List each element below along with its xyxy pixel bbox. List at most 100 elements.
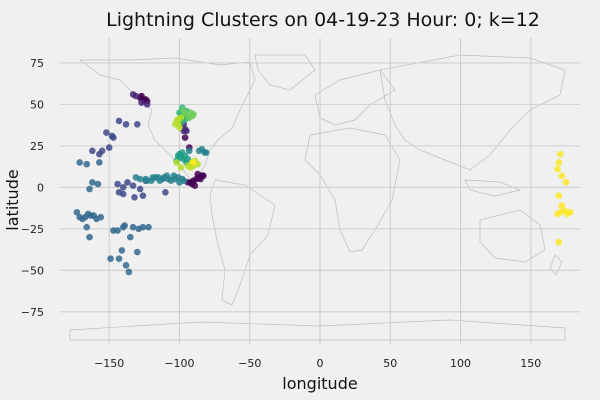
y-axis-label: latitude (3, 169, 22, 230)
scatter-point (139, 223, 147, 231)
scatter-point (181, 134, 189, 141)
scatter-point (132, 92, 140, 100)
scatter-point (174, 152, 182, 160)
scatter-point (143, 177, 151, 185)
basemap-north-america (78, 57, 256, 181)
scatter-point (566, 208, 574, 216)
scatter-point (110, 134, 117, 141)
scatter-point (554, 210, 561, 218)
scatter-point (89, 179, 96, 186)
x-axis-label: longitude (282, 374, 357, 393)
scatter-point (129, 223, 137, 231)
scatter-point (89, 147, 96, 155)
scatter-point (184, 162, 192, 170)
y-tick-label: 25 (30, 140, 44, 153)
scatter-point (83, 160, 91, 168)
scatter-point (145, 223, 152, 231)
scatter-point (555, 192, 563, 199)
scatter-point (86, 233, 93, 241)
scatter-point (133, 120, 141, 128)
scatter-point (105, 144, 113, 151)
scatter-point (76, 213, 83, 221)
x-tick-label: −50 (238, 357, 261, 370)
scatter-point (131, 194, 138, 201)
scatter-point (118, 247, 126, 254)
scatter-point (177, 164, 185, 171)
cluster-series (184, 162, 195, 171)
x-tick-label: 150 (520, 357, 541, 370)
scatter-point (170, 172, 178, 180)
basemap-asia (379, 54, 566, 171)
scatter-point (138, 92, 145, 100)
scatter-point (149, 174, 157, 181)
basemap-europe (314, 69, 396, 126)
scatter-point (96, 159, 103, 166)
scatter-point (177, 114, 185, 121)
scatter-point (115, 255, 123, 263)
scatter-point (162, 189, 169, 196)
basemap-greenland (254, 54, 316, 91)
cluster-series (188, 150, 574, 246)
scatter-point (76, 159, 83, 166)
scatter-point (173, 159, 180, 166)
scatter-point (138, 99, 145, 107)
scatter-point (557, 150, 564, 158)
scatter-point (124, 179, 131, 186)
scatter-point (554, 165, 561, 173)
y-tick-label: −25 (21, 223, 44, 236)
scatter-point (115, 189, 123, 196)
scatter-point (107, 255, 114, 263)
scatter-point (194, 170, 202, 178)
x-tick-label: −100 (164, 357, 194, 370)
scatter-point (188, 180, 196, 188)
scatter-point (180, 177, 187, 185)
scatter-point (115, 117, 123, 125)
scatter-point (190, 111, 197, 118)
scatter-point (562, 179, 570, 186)
basemap-africa (304, 127, 401, 253)
scatter-point (73, 208, 81, 216)
basemap-new-zealand (549, 254, 563, 276)
scatter-point (119, 223, 127, 231)
scatter-point (126, 233, 134, 241)
scatter-point (86, 185, 93, 193)
x-tick-label: −150 (94, 357, 124, 370)
scatter-point (133, 248, 141, 256)
x-tick-label: 50 (383, 357, 397, 370)
scatter-point (122, 120, 130, 128)
y-tick-label: 75 (30, 57, 44, 70)
scatter-point (96, 150, 103, 158)
scatter-point (125, 268, 133, 276)
scatter-point (136, 185, 144, 193)
scatter-point (143, 101, 151, 108)
scatter-point (139, 192, 147, 199)
scatter-point (114, 180, 121, 188)
scatter-point (114, 227, 121, 234)
y-tick-label: −75 (21, 306, 44, 319)
scatter-point (558, 172, 566, 180)
cluster-series (129, 91, 190, 135)
scatter-point (94, 180, 102, 188)
x-tick-label: 100 (450, 357, 471, 370)
scatter-point (558, 202, 566, 209)
scatter-point (555, 159, 563, 166)
scatter-point (190, 159, 197, 166)
basemap-antarctica (69, 319, 566, 341)
basemap-south-america (209, 179, 276, 306)
scatter-point (185, 147, 193, 155)
basemap-indonesia (464, 179, 522, 197)
y-tick-label: 0 (37, 181, 44, 194)
cluster-series (132, 145, 210, 186)
scatter-point (155, 174, 162, 181)
scatter-point (119, 184, 127, 191)
scatter-point (97, 213, 105, 221)
scatter-point (122, 262, 130, 269)
basemap-australia (479, 209, 546, 263)
scatter-point (202, 149, 210, 156)
cluster-series (73, 159, 152, 276)
scatter-point (200, 172, 207, 180)
scatter-point (176, 124, 183, 131)
scatter-point (555, 238, 563, 246)
y-tick-label: 50 (30, 98, 44, 111)
